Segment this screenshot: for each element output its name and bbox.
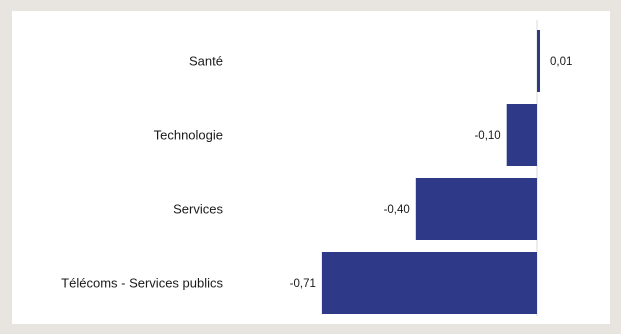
bar-3 xyxy=(321,252,537,314)
bar-2 xyxy=(415,178,537,240)
category-label: Télécoms - Services publics xyxy=(61,276,223,291)
bars-group xyxy=(321,30,540,314)
category-label: Technologie xyxy=(154,128,223,143)
value-label: -0,40 xyxy=(384,204,410,216)
bar-1 xyxy=(506,104,537,166)
value-labels-group: 0,01 -0,10 -0,40 -0,71 xyxy=(290,56,573,290)
category-label: Services xyxy=(173,202,223,217)
value-label: 0,01 xyxy=(550,56,572,68)
category-label: Santé xyxy=(189,54,223,69)
bar-0 xyxy=(537,30,540,92)
value-label: -0,10 xyxy=(474,130,500,142)
value-label: -0,71 xyxy=(290,278,316,290)
category-labels-group: Santé Technologie Services Télécoms - Servi… xyxy=(61,54,223,291)
